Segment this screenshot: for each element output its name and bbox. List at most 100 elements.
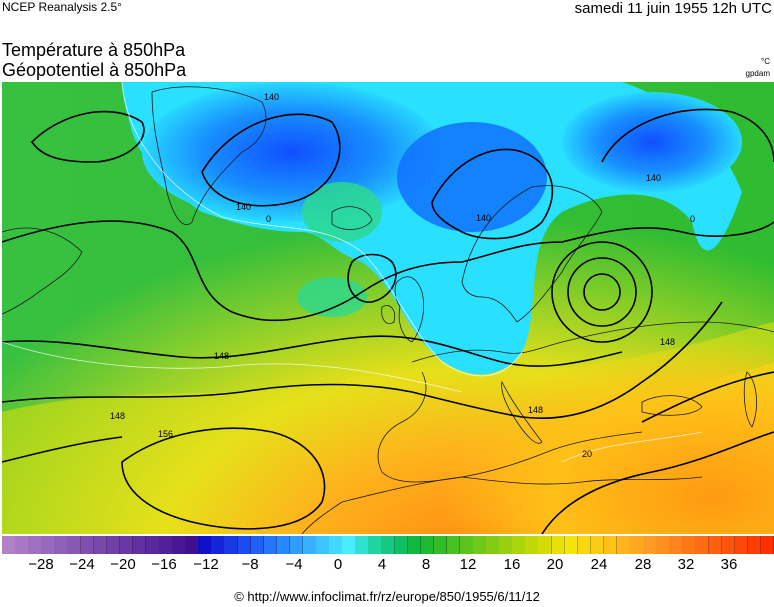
black-sea-coast [641,395,703,416]
contour-labels: 140 140 140 140 148 148 148 156 148 0 0 … [110,92,695,459]
colorbar-tick: −4 [285,556,303,573]
colorbar-swatch [630,536,644,554]
colorbar-swatch [446,536,461,554]
contour-label: 140 [476,213,491,223]
contour-line [601,108,774,163]
warm-pocket-iceland [302,182,382,242]
title-temperature: Température à 850hPa [2,40,186,60]
colorbar-swatch [211,536,225,554]
colorbar-swatch [538,536,553,554]
colorbar-swatch [499,536,513,554]
contour-label: 140 [264,92,279,102]
colorbar-tick: −16 [151,556,177,573]
isotherm-line [2,341,463,393]
colorbar-tick: −8 [241,556,259,573]
low-pressure-ring [583,273,621,311]
colorbar-swatch [289,536,304,554]
contour-line [541,431,774,534]
contour-line [431,148,554,240]
colorbar-swatch [316,536,330,554]
iceland-coast [331,206,373,230]
colorbar-swatch [329,536,343,554]
contour-label: 148 [214,351,229,361]
colorbar-tick: 16 [503,556,521,573]
colorbar-swatch [407,536,422,554]
colorbar-swatch [159,536,173,554]
colorbar-swatch [80,536,95,554]
colorbar-swatch [302,536,317,554]
colorbar-tick: 32 [677,556,695,573]
colorbar-tick: −20 [110,556,136,573]
low-pressure-ring [551,241,653,343]
colorbar-swatch [15,536,29,554]
weather-map: 140 140 140 140 148 148 148 156 148 0 0 … [2,82,774,534]
colorbar-tick: 12 [459,556,477,573]
colorbar-swatch [132,536,147,554]
colorbar-swatch [342,536,356,554]
colorbar-swatch [656,536,670,554]
colorbar-tick: 20 [546,556,564,573]
colorbar-swatch [119,536,134,554]
colorbar-swatch [643,536,657,554]
colorbar-swatch [263,536,278,554]
colorbar-swatch [603,536,618,554]
isotherm-line [561,431,703,463]
geopotential-contours [2,108,774,534]
colorbar-swatch [237,536,252,554]
africa-coast [301,476,703,534]
scandinavia-coast [461,185,603,323]
colorbar-swatch [394,536,409,554]
colorbar-swatch [512,536,526,554]
italy-coast [501,380,543,444]
colorbar-swatch [420,536,435,554]
colorbar-swatch [145,536,160,554]
contour-label: 140 [646,173,661,183]
colorbar-swatch [695,536,710,554]
colorbar-swatch [486,536,500,554]
contour-label: 0 [690,214,695,224]
colorbar-swatch [67,536,81,554]
contour-label: 20 [582,449,592,459]
colorbar-tick: −24 [69,556,95,573]
europe-coast [377,321,774,483]
colorbar-swatch [577,536,592,554]
cold-core-1 [142,82,442,222]
colorbar-swatch [682,536,696,554]
contour-label: 148 [110,411,125,421]
ireland-coast [381,305,396,324]
colorbar-swatch [747,536,762,554]
colorbar-swatch [708,536,723,554]
colorbar-swatch [250,536,265,554]
colorbar-swatch [41,536,55,554]
contour-label: 156 [158,429,173,439]
colorbar-swatch [564,536,579,554]
colorbar-swatch [616,536,631,554]
colorbar-swatch [590,536,605,554]
colorbar-swatch [734,536,749,554]
colorbar-tick: 28 [634,556,652,573]
title-geopotential: Géopotentiel à 850hPa [2,60,187,80]
colorbar-swatch [459,536,474,554]
colorbar-swatch [760,536,774,554]
date-label: samedi 11 juin 1955 12h UTC [574,0,772,17]
contour-label: 148 [528,405,543,415]
colorbar-swatch [28,536,42,554]
colorbar-swatch [473,536,487,554]
isotherms [2,82,703,463]
colorbar-swatch [224,536,239,554]
contour-line [201,113,341,207]
contour-line [2,436,123,463]
colorbar-swatch [433,536,448,554]
colorbar-swatch [93,536,108,554]
unit-geopotential: gpdam [745,69,770,78]
colorbar-swatch [525,536,539,554]
colorbar-swatch [551,536,566,554]
colorbar-tick: 36 [720,556,738,573]
copyright-url: © http://www.infoclimat.fr/rz/europe/850… [234,589,540,604]
colorbar-tick: 8 [421,556,431,573]
cold-core-3 [562,92,742,192]
colorbar-swatch [381,536,396,554]
colorbar-tick: 24 [590,556,608,573]
colorbar-tick: −28 [28,556,54,573]
colorbar-ticks: −28 −24 −20 −16 −12 −8 −4 0 4 8 12 16 20… [0,556,774,576]
